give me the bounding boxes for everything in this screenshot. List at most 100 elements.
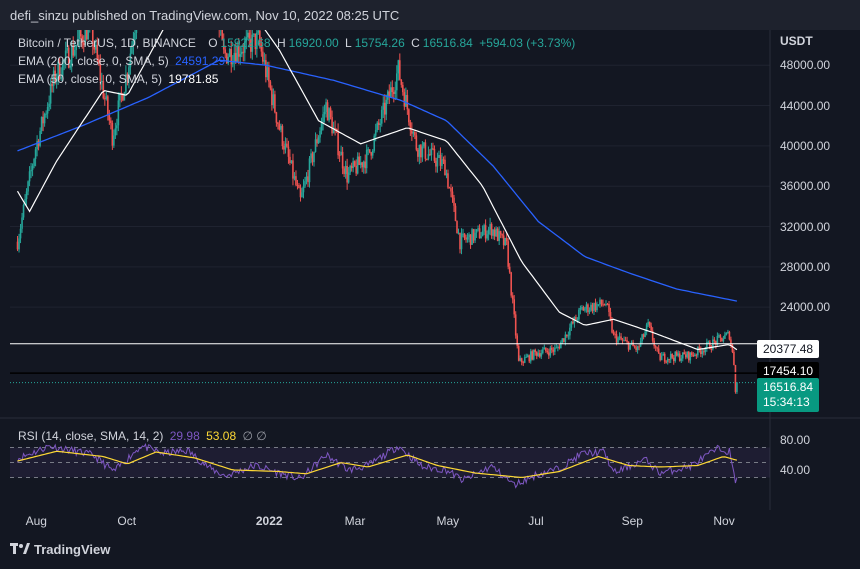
- symbol-title[interactable]: Bitcoin / TetherUS, 1D, BINANCE: [18, 36, 196, 50]
- candle-body: [389, 87, 392, 98]
- candle-body: [707, 341, 710, 343]
- candle-body: [260, 44, 263, 52]
- candle-body: [618, 336, 621, 338]
- tradingview-logo-icon: [10, 543, 30, 555]
- horizontal-levels: [10, 343, 770, 384]
- candle-body: [266, 67, 269, 78]
- candle-body: [19, 228, 22, 239]
- legend-rsi-row[interactable]: RSI (14, close, SMA, 14, 2) 29.98 53.08 …: [18, 429, 270, 443]
- chart-area[interactable]: [0, 30, 860, 540]
- candle-body: [728, 331, 731, 340]
- ema200-value: 24591.29: [175, 54, 226, 68]
- candle-body: [513, 299, 515, 315]
- rsi-tick-label: 40.00: [780, 463, 811, 477]
- candle-body: [675, 351, 678, 356]
- candle-body: [382, 102, 385, 110]
- candle-body: [478, 228, 481, 239]
- candle-body: [110, 120, 112, 123]
- candle-body: [703, 351, 705, 353]
- rsi-tick-label: 80.00: [780, 433, 811, 447]
- candle-body: [734, 365, 737, 392]
- candle-body: [262, 51, 264, 62]
- candle-body: [361, 162, 363, 168]
- tradingview-logo[interactable]: TradingView: [10, 542, 110, 557]
- candle-body: [492, 229, 494, 236]
- candle-body: [57, 61, 59, 78]
- candle-body: [490, 224, 493, 236]
- candle-body: [63, 59, 65, 62]
- grid: [0, 30, 860, 510]
- candle-body: [355, 165, 357, 174]
- candle-body: [400, 79, 403, 85]
- candle-body: [114, 128, 117, 136]
- candle-body: [326, 102, 329, 121]
- candle-body: [537, 353, 540, 356]
- candle-body: [301, 192, 303, 198]
- candle-body: [627, 341, 630, 350]
- candle-body: [671, 353, 674, 358]
- candle-body: [66, 47, 68, 51]
- candle-body: [119, 92, 121, 101]
- candle-body: [541, 349, 544, 354]
- candle-body: [724, 334, 726, 339]
- candle-body: [399, 60, 401, 80]
- candle-body: [645, 324, 648, 332]
- candle-body: [540, 353, 543, 357]
- candle-body: [442, 159, 445, 161]
- candle-body: [304, 181, 306, 187]
- candle-body: [697, 346, 699, 356]
- candle-body: [367, 149, 370, 151]
- candle-body: [117, 100, 120, 126]
- candle-body: [719, 335, 722, 338]
- candle-body: [230, 49, 233, 65]
- candle-body: [694, 354, 696, 356]
- candle-body: [647, 322, 649, 325]
- candle-body: [611, 319, 613, 333]
- candle-body: [704, 348, 707, 353]
- candle-body: [713, 339, 716, 341]
- time-tick-label: Aug: [25, 514, 47, 528]
- candle-body: [247, 32, 249, 38]
- candle-body: [469, 234, 472, 245]
- candle-body: [239, 54, 242, 57]
- candle-body: [37, 141, 40, 146]
- candle-body: [101, 80, 103, 82]
- candle-body: [507, 241, 509, 267]
- candle-body: [498, 231, 500, 241]
- candle-body: [677, 353, 680, 356]
- candle-body: [42, 116, 44, 124]
- candle-body: [386, 91, 389, 100]
- candle-body: [350, 165, 353, 169]
- candle-body: [105, 96, 108, 99]
- candle-body: [116, 125, 118, 129]
- candle-body: [122, 94, 124, 101]
- candle-body: [323, 111, 326, 115]
- candle-body: [36, 141, 38, 150]
- moving-averages: [16, 30, 738, 351]
- candle-body: [313, 151, 315, 163]
- candle-body: [564, 334, 567, 342]
- candle-body: [403, 92, 406, 107]
- candle-body: [523, 357, 526, 363]
- candle-body: [268, 67, 270, 82]
- candle-body: [302, 186, 305, 193]
- candle-body: [45, 113, 47, 115]
- candle-body: [25, 191, 28, 199]
- candle-body: [406, 95, 409, 110]
- candle-body: [359, 162, 362, 166]
- candle-body: [721, 337, 723, 342]
- high-value: 16920.00: [288, 36, 339, 50]
- legend-ema200-row[interactable]: EMA (200, close, 0, SMA, 5) 24591.29: [18, 54, 228, 68]
- candle-body: [341, 151, 344, 169]
- rsi-extra: ∅ ∅: [242, 429, 267, 443]
- candle-body: [483, 225, 485, 232]
- legend-ema50-row[interactable]: EMA (50, close, 0, SMA, 5) 19781.85: [18, 72, 221, 86]
- candle-body: [712, 339, 714, 350]
- candle-body: [426, 158, 428, 160]
- candle-body: [283, 146, 285, 150]
- candle-body: [433, 148, 436, 161]
- candle-body: [73, 49, 76, 56]
- candle-body: [511, 295, 514, 300]
- candle-body: [605, 303, 607, 305]
- candle-body: [445, 173, 448, 176]
